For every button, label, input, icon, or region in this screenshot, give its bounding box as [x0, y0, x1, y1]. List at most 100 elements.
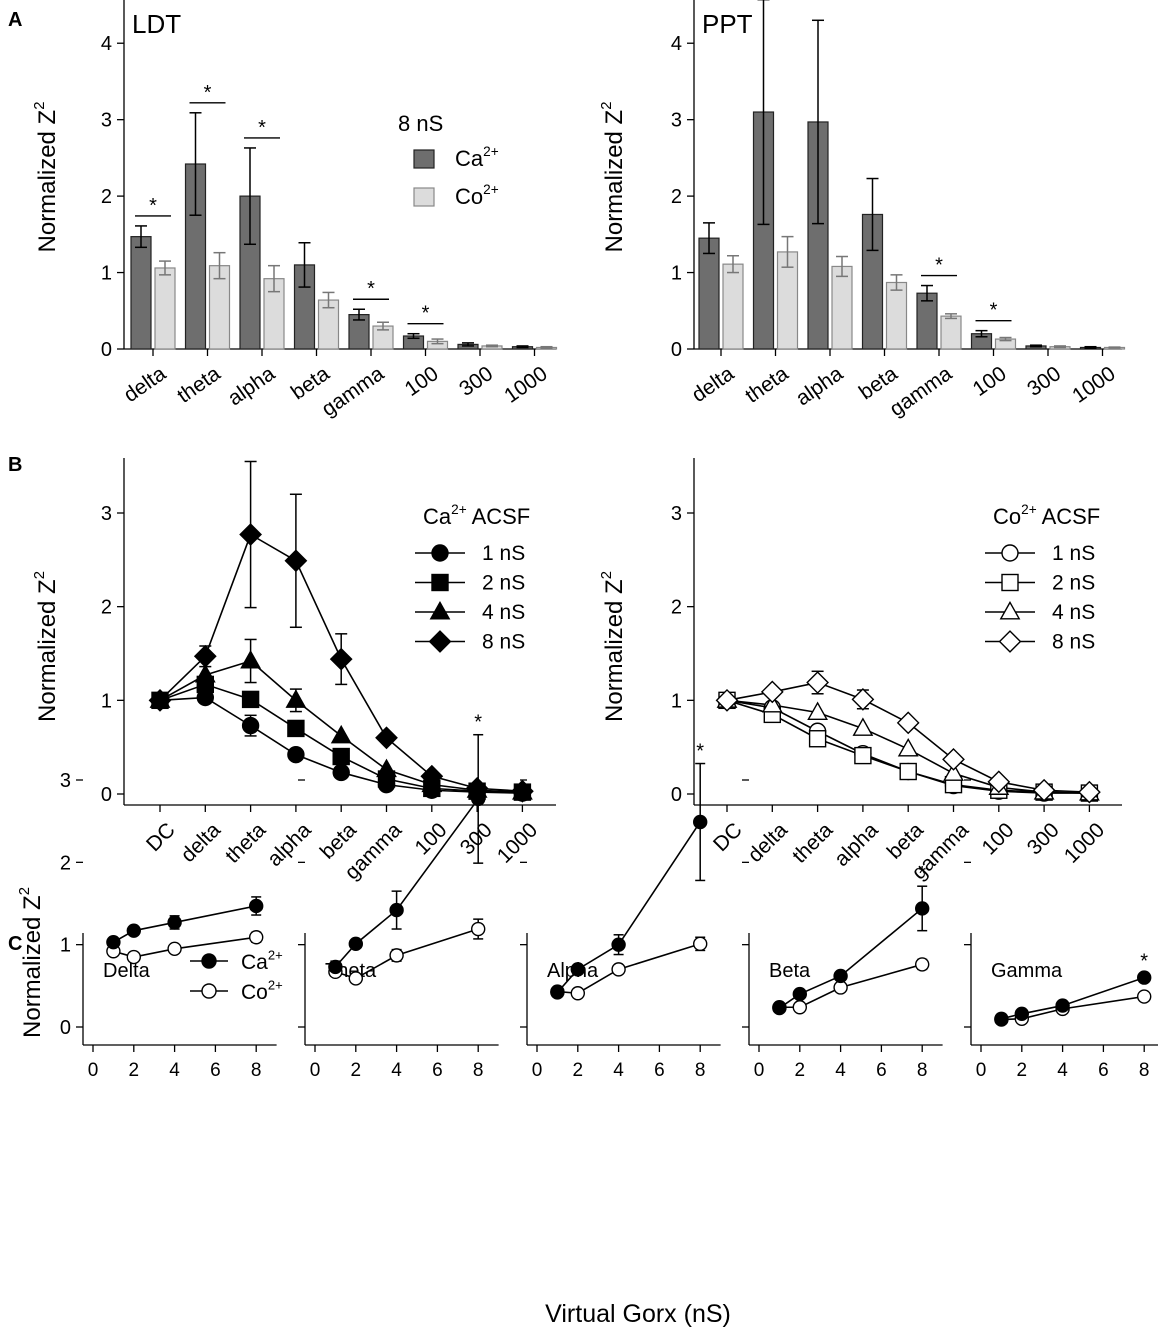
ppt-bar-co: [831, 265, 853, 350]
c-delta-ca-point: [167, 915, 182, 930]
c-gamma-co-line: [1001, 995, 1145, 1021]
ldt-x-tick-label: 1000: [500, 362, 551, 408]
c-gamma-co-point: [1136, 989, 1152, 1004]
c-alpha-x-tick-label: 6: [654, 1060, 665, 1081]
b-ca-legend-title: Ca2+ ACSF: [423, 502, 530, 529]
ldt-legend-label: Co2+: [455, 182, 499, 209]
c-theta-x-tick-label: 0: [310, 1060, 321, 1081]
ppt-title: PPT: [702, 9, 753, 39]
ldt-x-tick-label: delta: [120, 362, 171, 407]
b-co-legend-marker-circle: [1001, 544, 1019, 562]
b-co-point-diamond: [987, 770, 1011, 794]
b-co-y-tick-label: 1: [671, 690, 682, 712]
b-ca-y-tick-label: 3: [101, 503, 112, 525]
ldt-legend-swatch: [413, 149, 435, 169]
b-ca-ylabel: Normalized Z2: [32, 571, 61, 722]
b-ca-point-circle: [287, 745, 305, 764]
c-theta-ca-point: [389, 902, 404, 918]
c-alpha-x-tick-label: 2: [573, 1060, 584, 1081]
c-delta-x-tick-label: 8: [251, 1060, 262, 1081]
ldt-x-tick-label: alpha: [224, 362, 280, 410]
ldt-x-tick-label: 300: [455, 362, 497, 401]
ldt-significance-star: *: [258, 117, 266, 139]
ldt-y-tick-label: 2: [101, 186, 112, 208]
c-theta-x-tick-label: 2: [351, 1060, 362, 1081]
c-gamma-ca-point: [1136, 970, 1152, 985]
c-delta-co-point: [167, 941, 182, 956]
ppt-y-tick-label: 4: [671, 33, 682, 55]
b-co-point-diamond: [1078, 780, 1101, 804]
b-ca-x-tick-label: 1000: [493, 818, 542, 867]
b-co-point-diamond: [760, 680, 784, 704]
c-theta-significance-star: *: [474, 712, 482, 734]
b-ca-x-tick-label: delta: [177, 818, 226, 867]
b-ca-x-tick-label: 300: [456, 818, 497, 859]
c-alpha-co-point: [693, 936, 708, 952]
c-gamma-ca-point: [1014, 1006, 1029, 1022]
b-ca-point-diamond: [239, 523, 262, 546]
c-theta-co-point: [348, 971, 363, 986]
c-beta-ca-line: [778, 907, 923, 1009]
b-co-x-tick-label: DC: [709, 818, 747, 856]
ppt-x-tick-label: alpha: [792, 362, 848, 410]
c-alpha-ca-point: [550, 985, 565, 1000]
c-legend-label: Ca2+: [241, 948, 283, 974]
c-theta-ca-point: [348, 936, 363, 952]
b-ca-point-diamond: [284, 549, 308, 573]
b-ca-legend-label: 4 nS: [482, 601, 525, 624]
ppt-x-tick-label: 1000: [1068, 362, 1119, 408]
b-ca-y-tick-label: 1: [101, 690, 112, 712]
b-ca-point-circle: [332, 763, 350, 782]
c-legend-marker: [201, 983, 217, 999]
b-co-point-diamond: [1032, 778, 1056, 802]
ppt-x-tick-label: 300: [1023, 362, 1065, 401]
c-gamma-x-tick-label: 2: [1017, 1060, 1028, 1081]
ldt-bar-ca: [130, 236, 152, 350]
b-ca-point-diamond: [148, 688, 172, 712]
b-co-point-diamond: [942, 747, 965, 771]
b-ca-point-triangle: [330, 724, 352, 744]
b-ca-point-triangle: [376, 758, 397, 778]
panel-label-b: B: [8, 454, 22, 476]
c-legend-marker: [201, 953, 217, 969]
b-ca-x-tick-label: DC: [142, 818, 180, 856]
b-ca-y-tick-label: 0: [101, 784, 112, 806]
ldt-significance-star: *: [204, 82, 212, 104]
b-co-point-diamond: [851, 688, 875, 711]
c-alpha-ca-point: [570, 962, 585, 977]
ldt-significance-star: *: [149, 195, 157, 217]
c-delta-y-tick-label: 2: [60, 852, 71, 874]
c-alpha-x-tick-label: 0: [532, 1060, 543, 1081]
b-ca-point-diamond: [420, 764, 444, 788]
b-co-point-square: [808, 730, 827, 748]
c-beta-co-line: [779, 963, 923, 1009]
ldt-significance-star: *: [367, 278, 375, 300]
b-ca-point-diamond: [329, 647, 353, 671]
c-gamma-x-tick-label: 6: [1098, 1060, 1109, 1081]
ldt-x-tick-label: 100: [401, 362, 443, 401]
c-alpha-ca-line: [556, 821, 701, 993]
b-ca-x-tick-label: 100: [410, 818, 451, 859]
ppt-bar-ca: [698, 237, 720, 350]
c-alpha-x-tick-label: 8: [695, 1060, 706, 1081]
ppt-y-tick-label: 3: [671, 110, 682, 132]
ldt-y-tick-label: 4: [101, 33, 112, 55]
b-ca-legend-marker-circle: [431, 544, 449, 562]
c-beta-title: Beta: [769, 960, 811, 982]
c-delta-y-tick-label: 3: [60, 770, 71, 792]
b-co-ylabel: Normalized Z2: [599, 571, 628, 722]
b-co-x-tick-label: alpha: [830, 818, 883, 871]
c-delta-ca-point: [126, 923, 142, 938]
c-theta-x-tick-label: 4: [391, 1060, 402, 1081]
b-co-legend-label: 8 nS: [1052, 631, 1095, 654]
ppt-bar-co: [885, 281, 908, 350]
b-co-x-tick-label: 300: [1023, 818, 1064, 859]
c-beta-x-tick-label: 8: [917, 1060, 928, 1081]
c-theta-x-tick-label: 8: [473, 1060, 484, 1081]
b-co-point-triangle: [807, 701, 828, 721]
b-ca-x-tick-label: alpha: [263, 818, 316, 871]
b-co-y-tick-label: 3: [671, 503, 682, 525]
